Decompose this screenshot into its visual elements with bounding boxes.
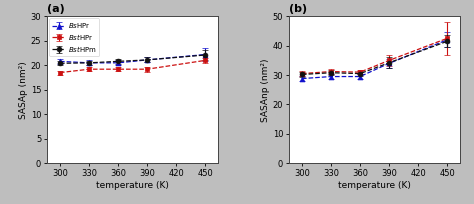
Text: (a): (a) bbox=[47, 4, 65, 14]
X-axis label: temperature (K): temperature (K) bbox=[338, 181, 411, 190]
X-axis label: temperature (K): temperature (K) bbox=[96, 181, 169, 190]
Y-axis label: SASAnp (nm²): SASAnp (nm²) bbox=[261, 58, 270, 122]
Y-axis label: SASAp (nm²): SASAp (nm²) bbox=[19, 61, 28, 119]
Legend: $\mathit{Bs}$HPr, $\mathit{Bst}$HPr, $\mathit{Bst}$HPm: $\mathit{Bs}$HPr, $\mathit{Bst}$HPr, $\m… bbox=[49, 18, 99, 57]
Text: (b): (b) bbox=[289, 4, 308, 14]
